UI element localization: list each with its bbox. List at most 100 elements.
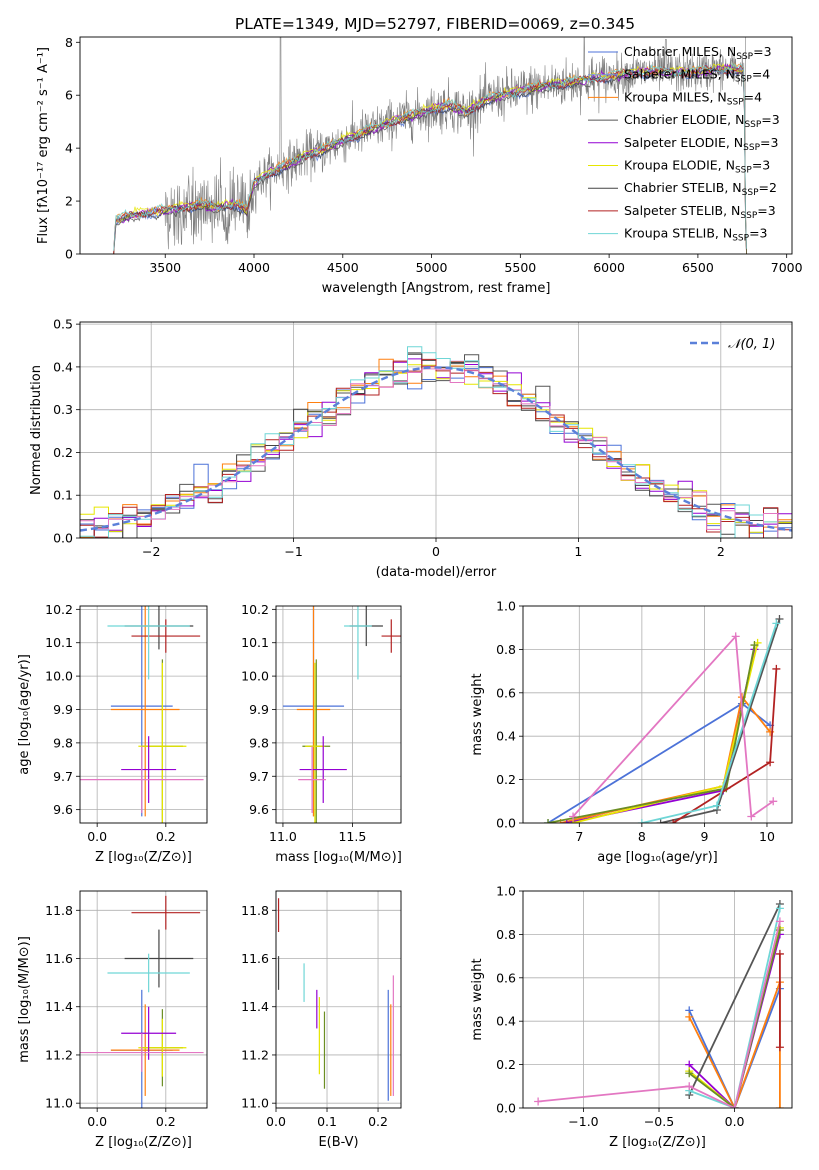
legend-label: Kroupa STELIB, NSSP=3 (624, 226, 768, 244)
y-tick-label: 11.4 (241, 999, 269, 1014)
axes-frame (275, 605, 402, 824)
y-tick-label: 0.2 (496, 772, 516, 787)
x-tick-label: −2 (142, 544, 160, 559)
legend-label: Salpeter ELODIE, NSSP=3 (624, 135, 778, 153)
x-axis-label: age [log₁₀(age/yr)] (597, 850, 718, 865)
legend-label: Chabrier ELODIE, NSSP=3 (624, 112, 780, 130)
y-tick-label: 0 (65, 247, 73, 262)
weight_vs_age-panel: 7 8 9 10 0.0 0.2 0.4 0.6 0.8 1.0 age [log₁₀(age/yr… (470, 599, 793, 865)
x-tick-label: 11.5 (338, 829, 366, 844)
axes-frame (522, 605, 793, 824)
x-tick-label: 11.0 (269, 829, 297, 844)
axes-frame (79, 321, 793, 539)
spectrum-panel: 3500 4000 4500 5000 5500 6000 6500 7000 0 2 4 6 8 wav… (36, 35, 803, 296)
weight-point-marker (747, 812, 756, 821)
y-tick-label: 1.0 (496, 884, 516, 899)
y-axis-label: age [log₁₀(age/yr)] (17, 654, 32, 775)
y-tick-label: 11.2 (45, 1047, 73, 1062)
axes-frame (79, 36, 793, 255)
x-axis-label: Z [log₁₀(Z/Z⊙)] (95, 1135, 192, 1150)
x-tick-label: 0.2 (368, 1114, 388, 1129)
y-tick-label: 11.8 (45, 903, 73, 918)
weight-point-marker (730, 1104, 739, 1108)
weight-point-marker (712, 801, 721, 810)
mass_vs_ebv-plot-area (277, 898, 394, 1101)
weight-point-marker (685, 1069, 694, 1078)
weight-point-marker (544, 819, 553, 823)
spec-plot-area (113, 37, 747, 254)
legend-label: Kroupa MILES, NSSP=4 (624, 89, 762, 107)
y-tick-label: 11.0 (45, 1096, 73, 1111)
y-tick-label: 9.7 (53, 769, 73, 784)
weight-point-marker (534, 1097, 543, 1106)
x-tick-label: 3500 (149, 260, 181, 275)
residual-histogram (80, 358, 792, 538)
y-tick-label: 11.8 (241, 903, 269, 918)
mass_vs_z-panel: 0.0 0.2 11.0 11.2 11.4 11.6 11.8 Z [log₁₀(Z/Z⊙)… (17, 890, 208, 1150)
weight-point-marker (562, 819, 571, 823)
age_vs_mass-panel: 11.0 11.5 9.6 9.7 9.8 9.9 10.0 10.1 10.2 mass [lo… (241, 602, 402, 865)
y-tick-label: 11.0 (241, 1096, 269, 1111)
y-tick-label: 10.0 (45, 669, 73, 684)
legend-label: Chabrier MILES, NSSP=3 (624, 44, 772, 62)
y-tick-label: 9.6 (249, 802, 269, 817)
x-axis-label: wavelength [Angstrom, rest frame] (322, 281, 551, 296)
x-tick-label: 7000 (771, 260, 803, 275)
y-tick-label: 0.4 (496, 729, 516, 744)
age_vs_mass-plot-area (282, 606, 401, 823)
residual-histogram (80, 346, 792, 538)
x-tick-label: 0.0 (87, 1114, 107, 1129)
weight-point-marker (775, 615, 784, 624)
x-tick-label: 0.1 (317, 1114, 337, 1129)
x-tick-label: 0.0 (266, 1114, 286, 1129)
legend-label: Salpeter STELIB, NSSP=3 (624, 203, 776, 221)
weight-series-line (688, 903, 781, 1096)
x-tick-label: 7 (575, 829, 583, 844)
residuals-panel: −2 −1 0 1 2 0.0 0.1 0.2 0.3 0.4 0.5 (data-model)/er… (29, 317, 793, 580)
weight-series-line (688, 988, 781, 1108)
y-axis-label: mass [log₁₀(M/M⊙)] (17, 936, 32, 1063)
mass_vs_z-plot-area (80, 895, 204, 1108)
weight_vs_z-plot-area (534, 900, 784, 1108)
x-tick-label: 0.0 (725, 1114, 745, 1129)
normal-distribution-curve (80, 366, 792, 532)
weight-series-line (538, 921, 781, 1108)
x-tick-label: −0.5 (644, 1114, 674, 1129)
y-tick-label: 0.1 (53, 488, 73, 503)
axes-frame (522, 890, 793, 1109)
y-tick-label: 9.9 (53, 702, 73, 717)
weight-point-marker (775, 949, 784, 958)
y-tick-label: 9.8 (53, 735, 73, 750)
x-tick-label: 4000 (238, 260, 270, 275)
y-tick-label: 2 (65, 194, 73, 209)
x-tick-label: 4500 (327, 260, 359, 275)
y-tick-label: 10.2 (241, 602, 269, 617)
y-tick-label: 0.4 (53, 359, 73, 374)
legend-label: 𝒩(0, 1) (728, 337, 775, 352)
weight-series-line (560, 695, 771, 823)
figure-title: PLATE=1349, MJD=52797, FIBERID=0069, z=0… (235, 15, 635, 33)
y-tick-label: 0.2 (53, 445, 73, 460)
x-tick-label: 6500 (682, 260, 714, 275)
y-tick-label: 11.6 (241, 951, 269, 966)
age_vs_z-panel: 0.0 0.2 9.6 9.7 9.8 9.9 10.0 10.1 10.2 Z [log₁₀(Z… (17, 602, 208, 865)
y-tick-label: 4 (65, 141, 73, 156)
weight_vs_z-panel: −1.0 −0.5 0.0 0.0 0.2 0.4 0.6 0.8 1.0 Z [log₁₀(Z/… (470, 884, 793, 1150)
x-axis-label: Z [log₁₀(Z/Z⊙)] (95, 850, 192, 865)
x-tick-label: −1.0 (568, 1114, 598, 1129)
y-tick-label: 11.6 (45, 951, 73, 966)
x-axis-label: mass [log₁₀(M/M⊙)] (275, 850, 402, 865)
y-tick-label: 0.2 (496, 1057, 516, 1072)
weight-point-marker (669, 819, 678, 823)
weight-series-line (672, 668, 778, 823)
weight-point-marker (685, 1082, 694, 1091)
y-tick-label: 9.6 (53, 802, 73, 817)
weight-series-line (572, 642, 759, 823)
weight-point-marker (775, 917, 784, 926)
weight_vs_age-plot-area (544, 615, 784, 823)
weight-point-marker (775, 1043, 784, 1052)
model-spectrum-line (113, 63, 747, 254)
y-axis-label: Normed distribution (29, 365, 44, 495)
y-tick-label: 0.4 (496, 1014, 516, 1029)
